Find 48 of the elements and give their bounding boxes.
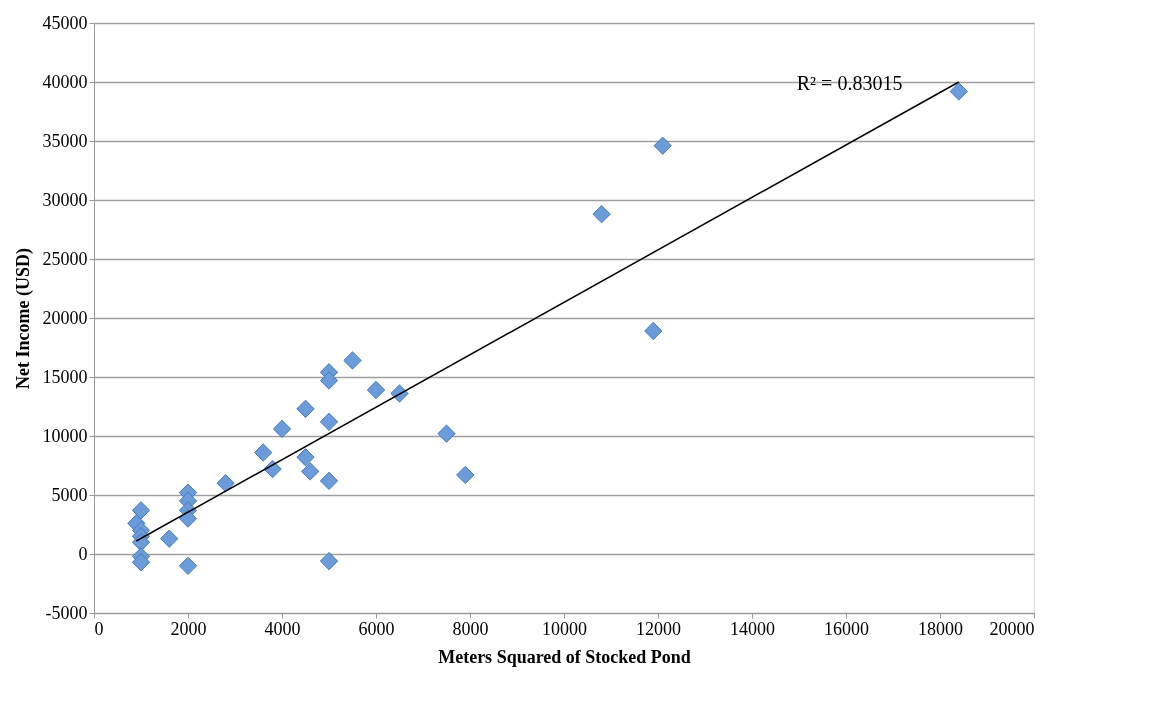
point	[343, 351, 362, 370]
y-axis-title: Net Income (USD)	[12, 248, 34, 389]
x-tick-label: 10000	[542, 618, 587, 639]
x-tick-label: 2000	[170, 618, 207, 639]
y-tick-label: 0	[78, 543, 88, 564]
x-axis-title: Meters Squared of Stocked Pond	[438, 646, 691, 667]
point	[216, 474, 235, 493]
point	[456, 465, 475, 485]
y-tick-label: -5000	[45, 602, 88, 623]
x-tick-label: 16000	[824, 618, 869, 639]
point	[160, 529, 179, 548]
y-tick-label: 5000	[51, 484, 88, 505]
point	[366, 380, 386, 400]
point	[319, 471, 339, 490]
point	[592, 205, 611, 224]
point	[131, 553, 151, 572]
y-tick-label: 15000	[42, 366, 88, 387]
point	[301, 462, 320, 481]
x-tick-label: 6000	[358, 618, 395, 639]
point	[653, 136, 672, 155]
point	[319, 551, 339, 571]
y-tick-label: 10000	[42, 425, 88, 446]
annotation: R² = 0.83015	[796, 71, 903, 94]
point	[296, 448, 315, 467]
x-tick-label: 4000	[264, 618, 301, 639]
x-tick-label: 0	[94, 618, 104, 639]
y-tick-label: 40000	[42, 71, 88, 92]
y-tick-label: 25000	[42, 248, 88, 269]
point	[131, 501, 151, 520]
y-tick-label: 30000	[42, 189, 88, 210]
point	[319, 371, 339, 390]
point	[949, 82, 968, 101]
point	[178, 509, 198, 528]
x-tick-label: 12000	[636, 618, 681, 639]
x-tick-label: 20000	[989, 618, 1035, 639]
point	[178, 556, 198, 575]
point	[437, 424, 456, 443]
x-tick-label: 14000	[730, 618, 775, 639]
x-tick-label: 18000	[918, 618, 963, 639]
point	[319, 412, 339, 431]
y-tick-label: 45000	[42, 12, 88, 33]
y-tick-label: 35000	[42, 130, 88, 151]
x-tick-label: 8000	[452, 618, 489, 639]
y-tick-label: 20000	[42, 307, 88, 328]
point	[296, 399, 315, 419]
point	[272, 419, 292, 439]
point	[644, 321, 663, 341]
point	[254, 443, 273, 462]
